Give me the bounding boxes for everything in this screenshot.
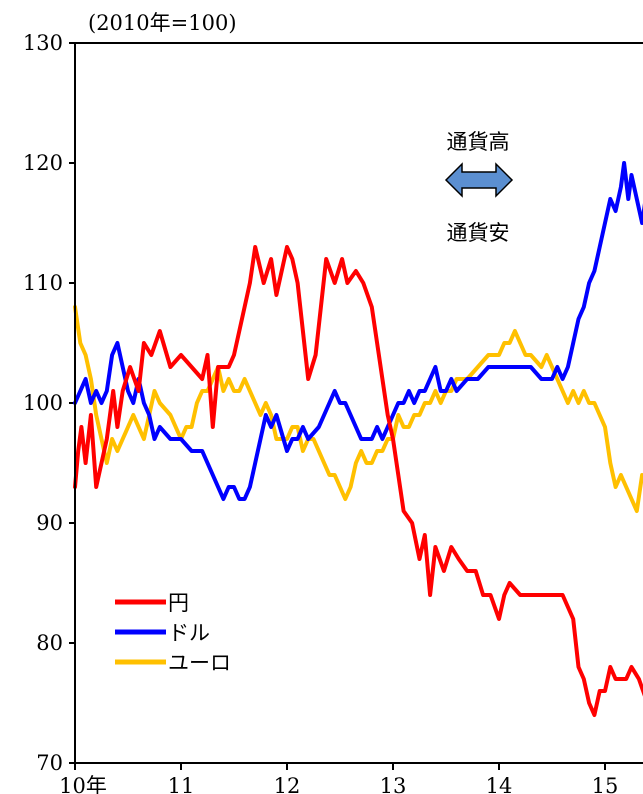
legend: 円 ドル ユーロ <box>115 591 231 675</box>
y-tick-label: 90 <box>36 511 63 535</box>
legend-label-dollar: ドル <box>168 621 210 645</box>
x-tick-label: 14 <box>486 774 513 794</box>
y-tick-label: 70 <box>36 751 63 775</box>
legend-item-dollar: ドル <box>115 621 210 645</box>
x-tick-label: 11 <box>168 774 195 794</box>
x-tick-label: 15 <box>592 774 619 794</box>
double-arrow-icon <box>444 162 514 198</box>
series-layer <box>73 161 643 717</box>
legend-label-yen: 円 <box>168 591 189 615</box>
x-tick-label: 12 <box>274 774 301 794</box>
x-tick-label: 13 <box>380 774 407 794</box>
legend-label-euro: ユーロ <box>168 651 231 675</box>
series-line-yen <box>73 245 643 717</box>
y-tick-label: 110 <box>23 271 63 295</box>
x-tick-label: 10年 <box>59 774 107 794</box>
annotation-up-label: 通貨高 <box>447 130 510 154</box>
unit-label: (2010年=100) <box>88 11 237 35</box>
y-tick-label: 80 <box>36 631 63 655</box>
y-tick-label: 130 <box>23 31 63 55</box>
y-tick-label: 120 <box>23 151 63 175</box>
y-axis-ticks: 70 80 90 100 110 120 130 <box>23 31 75 775</box>
axes <box>74 42 643 764</box>
currency-annotation: 通貨高 通貨安 <box>444 130 514 245</box>
x-axis-ticks: 10年 11 12 13 14 15 <box>59 763 618 794</box>
series-line-dollar <box>73 161 643 501</box>
legend-item-euro: ユーロ <box>115 651 231 675</box>
annotation-down-label: 通貨安 <box>447 221 510 245</box>
y-tick-label: 100 <box>23 391 63 415</box>
legend-item-yen: 円 <box>115 591 189 615</box>
series-line-euro <box>73 305 643 513</box>
